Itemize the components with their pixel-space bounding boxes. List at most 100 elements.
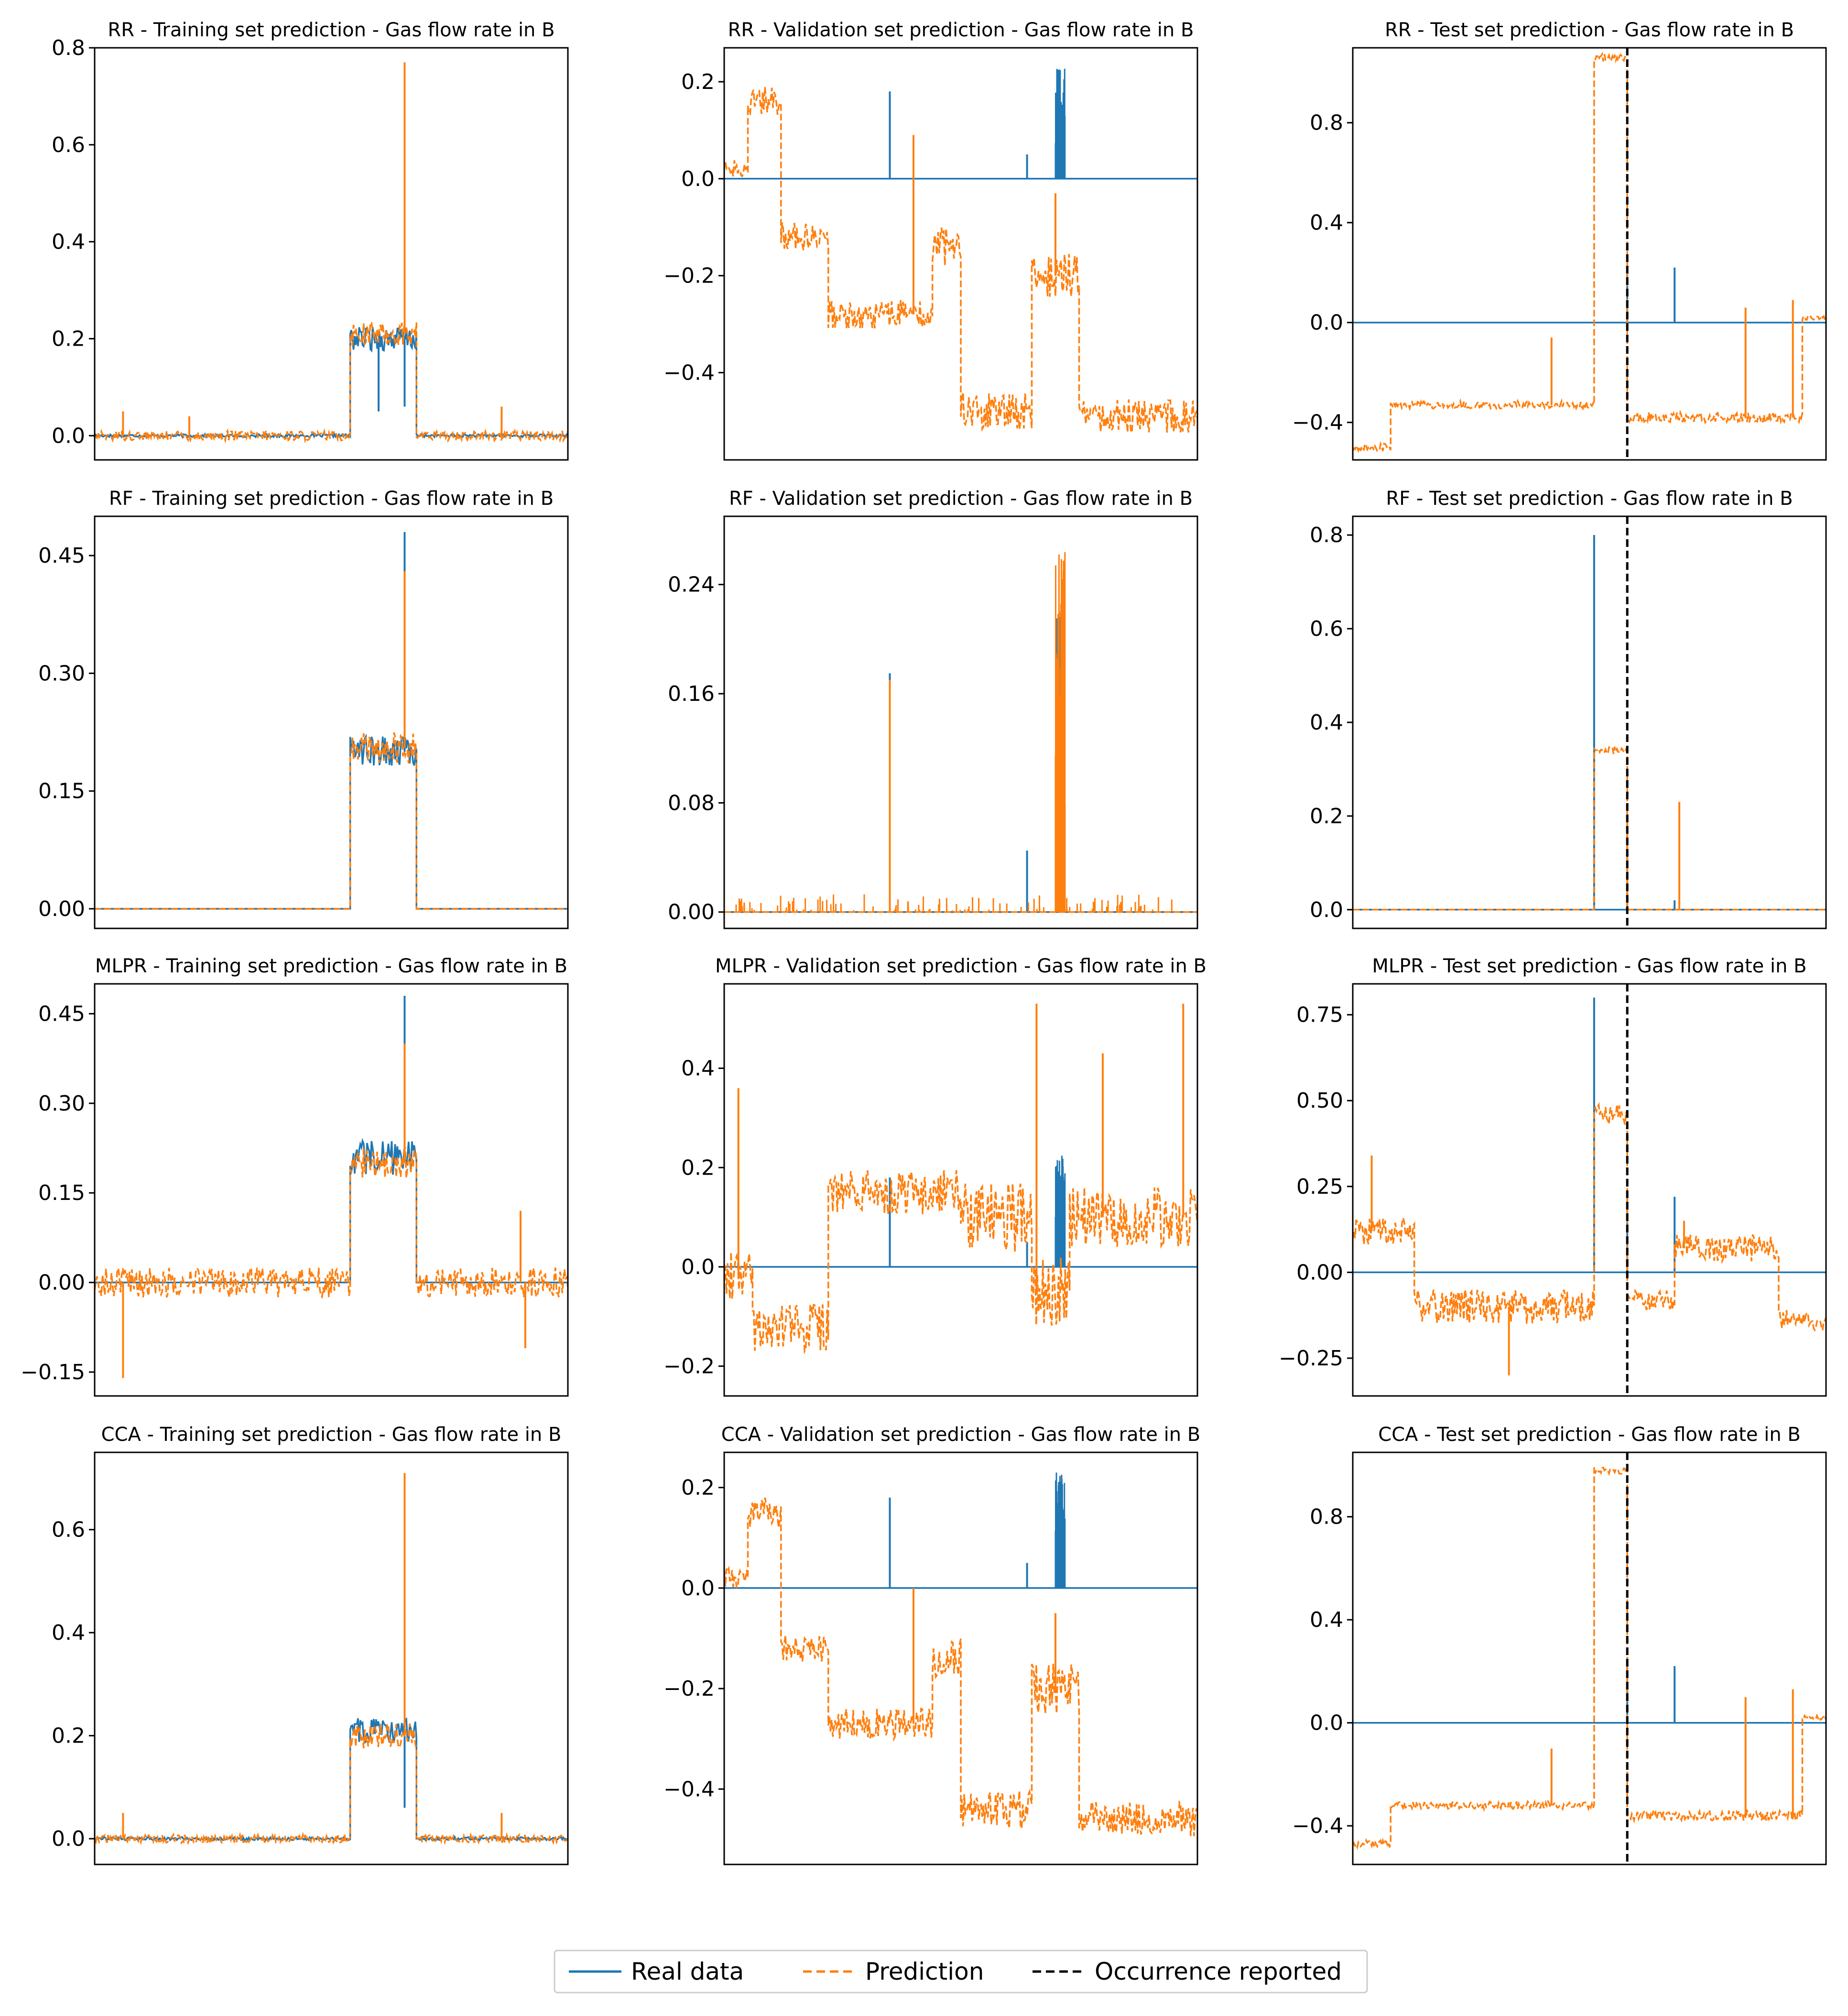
- axes-frame: [723, 515, 1198, 929]
- legend: Real data Prediction Occurrence reported: [554, 1950, 1368, 1994]
- chart-panel: MLPR - Test set prediction - Gas flow ra…: [1279, 955, 1827, 1397]
- chart-title: RF - Validation set prediction - Gas flo…: [729, 488, 1193, 510]
- y-tick-label: 0.8: [1310, 523, 1343, 547]
- y-tick-label: 0.50: [1296, 1089, 1343, 1113]
- y-tick-label: 0.24: [668, 573, 715, 597]
- plot-area: [1352, 1452, 1827, 1864]
- real-data-line: [95, 733, 568, 910]
- y-tick-label: −0.25: [1279, 1346, 1343, 1371]
- chart-panel: MLPR - Validation set prediction - Gas f…: [663, 955, 1207, 1397]
- y-tick-label: 0.0: [681, 1255, 715, 1279]
- chart-panel: RR - Test set prediction - Gas flow rate…: [1292, 19, 1827, 461]
- chart-title: MLPR - Training set prediction - Gas flo…: [95, 955, 567, 977]
- plot-area: [723, 1003, 1198, 1355]
- y-tick-label: 0.4: [681, 1057, 715, 1081]
- y-tick-label: 0.08: [668, 791, 715, 815]
- axes-frame: [94, 1451, 569, 1865]
- prediction-line: [723, 1497, 1198, 1836]
- prediction-line: [723, 87, 1198, 436]
- chart-panel: CCA - Test set prediction - Gas flow rat…: [1292, 1424, 1827, 1865]
- chart-title: CCA - Validation set prediction - Gas fl…: [721, 1424, 1200, 1446]
- y-tick-label: 0.2: [681, 70, 715, 94]
- prediction-line: [1352, 52, 1826, 453]
- prediction-line: [1353, 746, 1826, 911]
- chart-title: CCA - Training set prediction - Gas flow…: [101, 1424, 562, 1446]
- real-data-line: [95, 1138, 568, 1284]
- y-tick-label: −0.2: [663, 1354, 715, 1379]
- chart-panel: RR - Validation set prediction - Gas flo…: [663, 19, 1198, 461]
- chart-title: MLPR - Validation set prediction - Gas f…: [715, 955, 1207, 977]
- chart-panel: RF - Validation set prediction - Gas flo…: [668, 488, 1198, 929]
- y-tick-label: 0.25: [1296, 1175, 1343, 1199]
- axes-frame: [94, 47, 569, 461]
- y-tick-label: 0.15: [38, 779, 85, 804]
- chart-panel: RR - Training set prediction - Gas flow …: [52, 19, 569, 461]
- y-tick-label: 0.75: [1296, 1003, 1343, 1027]
- chart-title: RR - Validation set prediction - Gas flo…: [728, 19, 1194, 41]
- axes-frame: [1352, 983, 1827, 1397]
- y-tick-label: 0.00: [38, 897, 85, 921]
- legend-real-data-label: Real data: [631, 1958, 744, 1985]
- y-tick-label: 0.2: [52, 327, 85, 351]
- y-tick-label: 0.45: [38, 544, 85, 568]
- axes-frame: [1352, 515, 1827, 929]
- y-tick-label: 0.4: [1310, 1608, 1343, 1632]
- prediction-line: [94, 1723, 569, 1846]
- chart-title: CCA - Test set prediction - Gas flow rat…: [1378, 1424, 1801, 1446]
- plot-area: [1353, 516, 1826, 928]
- y-tick-label: 0.0: [52, 424, 85, 448]
- y-tick-label: 0.00: [38, 1271, 85, 1295]
- prediction-line: [94, 321, 569, 444]
- prediction-line: [723, 1170, 1198, 1355]
- y-tick-label: 0.0: [52, 1827, 85, 1851]
- chart-panel: CCA - Training set prediction - Gas flow…: [52, 1424, 569, 1865]
- prediction-noise: [735, 894, 1173, 912]
- y-tick-label: 0.00: [1296, 1260, 1343, 1285]
- y-tick-label: 0.8: [1310, 1505, 1343, 1529]
- real-data-burst: [1054, 68, 1066, 179]
- y-tick-label: −0.4: [1292, 1814, 1343, 1838]
- y-tick-label: 0.6: [1310, 617, 1343, 641]
- prediction-line: [94, 1146, 569, 1299]
- y-tick-label: 0.8: [1310, 111, 1343, 135]
- axes-frame: [1352, 1451, 1827, 1865]
- axes-frame: [723, 1451, 1198, 1865]
- plot-area: [94, 62, 569, 444]
- plot-area: [723, 68, 1198, 436]
- y-tick-label: 0.6: [52, 133, 85, 157]
- real-data-line: [94, 327, 568, 439]
- prediction-burst: [1054, 552, 1066, 912]
- prediction-line: [1352, 1101, 1827, 1332]
- y-tick-label: 0.2: [1310, 804, 1343, 828]
- plot-area: [724, 552, 1197, 913]
- y-tick-label: 0.6: [52, 1518, 85, 1542]
- chart-panel: RF - Test set prediction - Gas flow rate…: [1310, 488, 1827, 929]
- chart-title: RR - Training set prediction - Gas flow …: [108, 19, 554, 41]
- y-tick-label: 0.8: [52, 36, 85, 60]
- plot-area: [1352, 48, 1826, 460]
- y-tick-label: −0.4: [663, 360, 715, 385]
- y-tick-label: 0.0: [1310, 1711, 1343, 1735]
- y-tick-label: 0.0: [681, 167, 715, 191]
- y-tick-label: −0.4: [1292, 411, 1343, 435]
- chart-title: MLPR - Test set prediction - Gas flow ra…: [1372, 955, 1806, 977]
- y-tick-label: 0.0: [1310, 311, 1343, 335]
- y-tick-label: −0.15: [21, 1360, 85, 1384]
- plot-area: [94, 995, 569, 1378]
- y-tick-label: 0.16: [668, 682, 715, 706]
- y-tick-label: 0.2: [681, 1155, 715, 1180]
- legend-prediction-label: Prediction: [865, 1958, 984, 1985]
- chart-title: RR - Test set prediction - Gas flow rate…: [1385, 19, 1794, 41]
- prediction-line: [1352, 1466, 1827, 1850]
- y-tick-label: 0.2: [681, 1476, 715, 1500]
- y-tick-label: 0.0: [681, 1576, 715, 1601]
- plot-area: [1352, 984, 1827, 1396]
- y-tick-label: 0.30: [38, 1091, 85, 1116]
- y-tick-label: 0.0: [1310, 898, 1343, 922]
- y-tick-label: 0.4: [52, 1621, 85, 1645]
- y-tick-label: 0.15: [38, 1181, 85, 1205]
- y-tick-label: 0.4: [1310, 211, 1343, 235]
- legend-box: [554, 1950, 1368, 1994]
- y-tick-label: 0.4: [52, 230, 85, 254]
